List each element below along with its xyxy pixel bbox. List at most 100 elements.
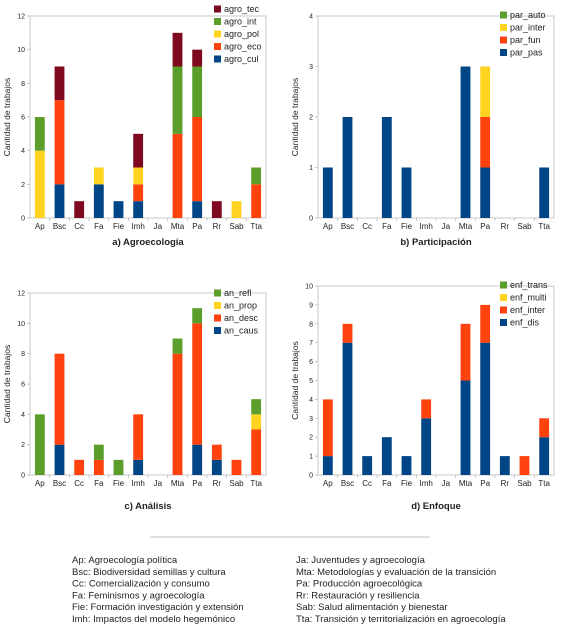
- chart-panel-1: 0 2 4 6 8 10 12 Cantidad de trabajos Ap Bsc Cc Fa Fi…: [2, 4, 267, 248]
- x-tick-label: Tta: [250, 479, 262, 488]
- x-tick-label: Imh: [419, 479, 432, 488]
- bar-segment-agro_pol-Sab: [231, 201, 242, 218]
- x-tick-label: Pa: [192, 479, 202, 488]
- glossary-item: Ja: Juventudes y agroecología: [296, 555, 426, 566]
- bar-segment-agro_int-Ap: [34, 117, 45, 151]
- x-tick-label: Mta: [171, 479, 185, 488]
- y-tick-label: 8: [21, 351, 25, 358]
- y-tick-label: 1: [309, 454, 313, 461]
- panel-caption: c) Análisis: [124, 501, 171, 512]
- x-tick-label: Rr: [213, 479, 222, 488]
- bar-segment-agro_cul-Pa: [192, 201, 203, 218]
- chart-panel-3: 0 2 4 6 8 10 12 Cantidad de trabajos Ap Bsc Cc Fa Fi…: [2, 288, 267, 512]
- bar-segment-an_refl-Mta: [172, 338, 183, 354]
- x-tick-label: Fa: [94, 479, 104, 488]
- y-tick-label: 3: [309, 64, 313, 71]
- y-tick-label: 1: [309, 165, 313, 172]
- legend-swatch: [214, 30, 221, 38]
- x-tick-label: Bsc: [341, 479, 354, 488]
- bar-segment-enf_inter-Tta: [539, 418, 550, 438]
- y-tick-label: 0: [21, 216, 25, 223]
- legend-entry: agro_pol: [224, 29, 259, 39]
- bar-segment-par_pas-Ap: [322, 167, 333, 218]
- legend-swatch: [500, 319, 507, 326]
- bar-segment-agro_cul-Imh: [133, 201, 144, 218]
- bar-segment-an_desc-Imh: [133, 414, 144, 460]
- bar-segment-an_refl-Pa: [192, 308, 203, 324]
- x-tick-label: Fie: [401, 222, 413, 231]
- y-tick-label: 12: [17, 291, 25, 298]
- legend-entry: an_refl: [224, 288, 252, 298]
- legend-entry: an_desc: [224, 313, 259, 323]
- glossary-item: Cc: Comercialización y consumo: [72, 579, 210, 590]
- legend-entry: agro_int: [224, 17, 257, 27]
- bar-segment-agro_pol-Fa: [93, 167, 104, 185]
- bar-segment-agro_int-Pa: [192, 66, 203, 117]
- legend-swatch: [214, 18, 221, 25]
- legend-entry: an_caus: [224, 326, 259, 336]
- x-tick-label: Bsc: [53, 222, 66, 231]
- legend-swatch: [500, 49, 507, 56]
- y-tick-label: 6: [21, 382, 25, 389]
- panel-caption: d) Enfoque: [411, 501, 461, 512]
- bar-segment-enf_inter-Sab: [519, 456, 530, 475]
- legend-swatch: [500, 24, 507, 31]
- bar-segment-par_fun-Pa: [480, 117, 491, 168]
- x-tick-label: Rr: [501, 222, 510, 231]
- x-tick-label: Rr: [501, 479, 510, 488]
- y-tick-label: 2: [21, 442, 25, 449]
- legend-entry: agro_cul: [224, 54, 259, 64]
- bar-segment-enf_dis-Mta: [460, 380, 471, 475]
- bar-segment-par_pas-Fie: [401, 167, 412, 218]
- legend-swatch: [500, 294, 507, 301]
- x-tick-label: Fie: [113, 479, 125, 488]
- bar-segment-agro_pol-Imh: [133, 167, 144, 185]
- panel-caption: b) Participación: [400, 237, 471, 248]
- bar-segment-an_refl-Tta: [251, 399, 262, 415]
- bar-segment-an_caus-Pa: [192, 444, 203, 475]
- legend-swatch: [214, 43, 221, 50]
- bar-segment-agro_int-Tta: [251, 167, 262, 185]
- y-tick-label: 10: [305, 284, 313, 291]
- x-tick-label: Cc: [362, 479, 372, 488]
- bar-segment-enf_inter-Bsc: [342, 323, 353, 343]
- y-tick-label: 7: [309, 340, 313, 347]
- y-tick-label: 9: [309, 302, 313, 309]
- y-tick-label: 8: [309, 321, 313, 328]
- legend-swatch: [214, 5, 221, 13]
- bar-segment-agro_int-Mta: [172, 66, 183, 134]
- x-tick-label: Sab: [229, 222, 244, 231]
- bar-segment-an_desc-Rr: [211, 444, 222, 460]
- x-tick-label: Fa: [94, 222, 104, 231]
- bar-segment-an_caus-Imh: [133, 459, 144, 475]
- y-tick-label: 4: [309, 14, 313, 21]
- glossary-item: Imh: Impactos del modelo hegemónico: [72, 614, 235, 625]
- y-tick-label: 2: [309, 435, 313, 442]
- bar-segment-par_pas-Tta: [539, 167, 550, 218]
- bar-segment-agro_tec-Pa: [192, 49, 203, 67]
- chart-panel-2: 0 1 2 3 4 Cantidad de trabajos Ap Bsc Cc Fa Fie Imh…: [290, 10, 555, 248]
- y-tick-label: 6: [21, 115, 25, 122]
- bar-segment-enf_dis-Rr: [499, 456, 510, 475]
- legend-entry: enf_dis: [510, 318, 540, 328]
- y-tick-label: 3: [309, 416, 313, 423]
- bar-segment-agro_tec-Rr: [211, 201, 222, 218]
- x-tick-label: Sab: [517, 222, 532, 231]
- glossary-item: Sab: Salud alimentación y bienestar: [296, 602, 448, 613]
- bar-segment-enf_inter-Ap: [322, 399, 333, 457]
- bar-segment-agro_eco-Imh: [133, 184, 144, 202]
- y-tick-label: 10: [17, 47, 25, 54]
- y-tick-label: 8: [21, 81, 25, 88]
- bar-segment-enf_inter-Imh: [421, 399, 432, 419]
- bar-segment-enf_dis-Pa: [480, 342, 491, 475]
- x-tick-label: Bsc: [53, 479, 66, 488]
- x-tick-label: Tta: [538, 479, 550, 488]
- y-tick-label: 0: [309, 216, 313, 223]
- glossary-item: Fie: Formación investigación y extensión: [72, 602, 244, 613]
- bar-segment-agro_eco-Pa: [192, 117, 203, 202]
- bar-segment-enf_dis-Fa: [381, 437, 392, 475]
- bar-segment-enf_inter-Pa: [480, 304, 491, 343]
- legend-swatch: [214, 327, 221, 334]
